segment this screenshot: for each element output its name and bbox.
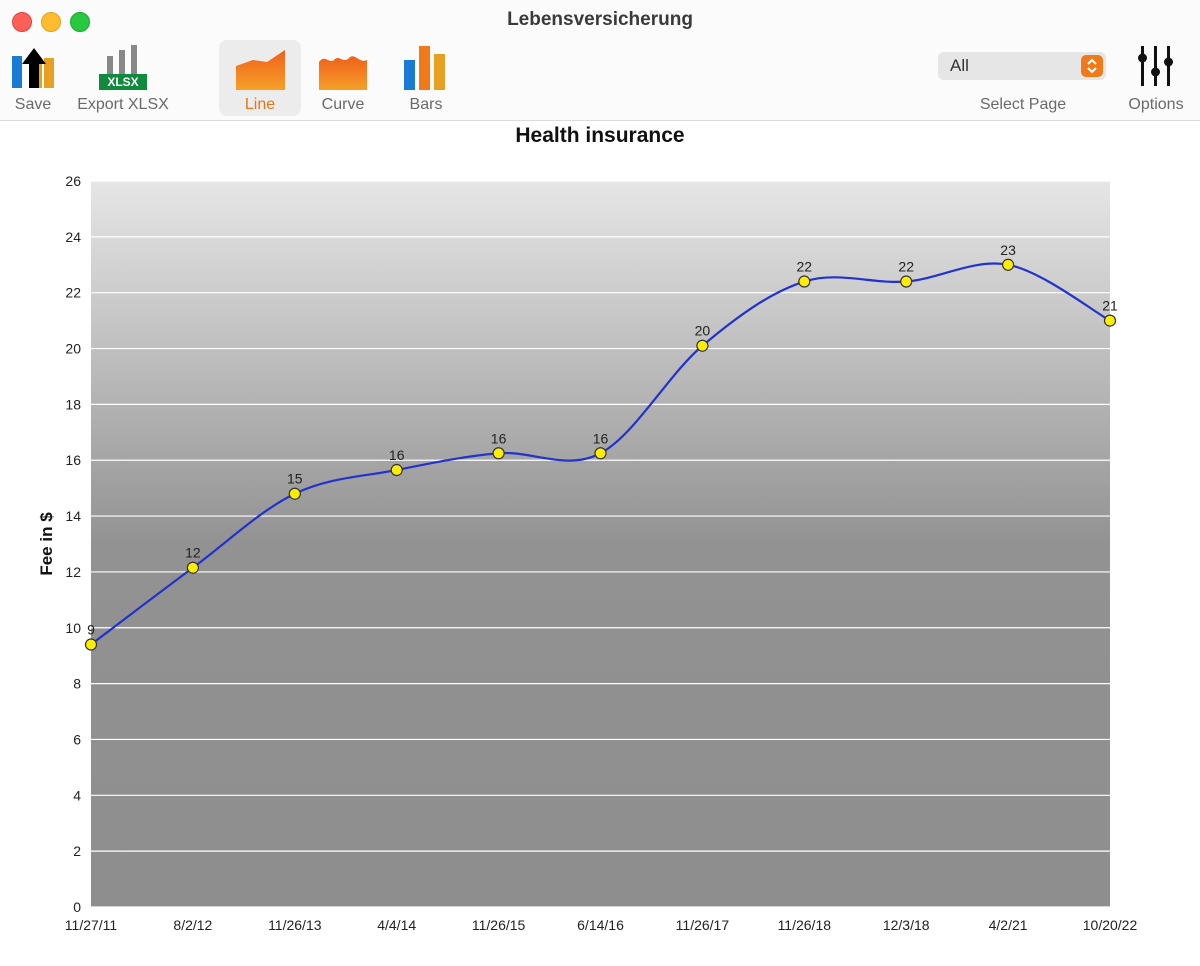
data-label: 16 bbox=[593, 430, 609, 446]
y-tick-label: 0 bbox=[73, 899, 81, 915]
minimize-window-button[interactable] bbox=[41, 12, 61, 32]
y-tick-label: 18 bbox=[65, 396, 81, 412]
x-tick-label: 11/26/15 bbox=[472, 917, 526, 933]
data-point[interactable] bbox=[798, 275, 811, 288]
data-label: 16 bbox=[491, 430, 507, 446]
xlsx-icon: XLSX bbox=[70, 42, 176, 92]
maximize-window-button[interactable] bbox=[70, 12, 90, 32]
x-tick-label: 10/20/22 bbox=[1083, 917, 1138, 933]
options-label: Options bbox=[1128, 96, 1184, 113]
y-tick-label: 24 bbox=[65, 229, 81, 245]
y-tick-label: 4 bbox=[73, 787, 81, 803]
save-button[interactable]: Save bbox=[6, 40, 60, 116]
curve-chart-icon bbox=[303, 42, 383, 92]
data-point[interactable] bbox=[594, 447, 607, 460]
curve-chart-button[interactable]: Curve bbox=[303, 40, 383, 116]
chevron-updown-icon bbox=[1081, 55, 1103, 77]
x-tick-label: 11/26/17 bbox=[676, 917, 730, 933]
y-tick-label: 16 bbox=[65, 452, 81, 468]
sliders-icon bbox=[1120, 42, 1192, 92]
data-label: 21 bbox=[1102, 298, 1118, 314]
data-label: 22 bbox=[898, 259, 914, 275]
data-point[interactable] bbox=[390, 463, 403, 477]
curve-chart-label: Curve bbox=[321, 96, 365, 113]
chart-title: Health insurance bbox=[515, 124, 685, 147]
data-label: 12 bbox=[185, 545, 201, 561]
xlsx-badge-text: XLSX bbox=[107, 75, 138, 89]
y-axis-label: Fee in $ bbox=[37, 512, 56, 576]
y-tick-label: 10 bbox=[65, 620, 81, 636]
x-tick-label: 11/26/13 bbox=[268, 917, 322, 933]
x-tick-label: 11/26/18 bbox=[778, 917, 832, 933]
data-point[interactable] bbox=[1001, 258, 1015, 271]
export-xlsx-label: Export XLSX bbox=[77, 96, 169, 113]
x-tick-label: 4/4/14 bbox=[377, 917, 416, 933]
bars-chart-button[interactable]: Bars bbox=[386, 40, 466, 116]
select-page-value: All bbox=[950, 56, 969, 75]
y-tick-label: 8 bbox=[73, 676, 81, 692]
data-point[interactable] bbox=[492, 447, 505, 460]
close-window-button[interactable] bbox=[12, 12, 32, 32]
export-xlsx-button[interactable]: XLSX Export XLSX bbox=[70, 40, 176, 116]
plot-area bbox=[91, 181, 1110, 907]
toolbar: Lebensversicherung Save bbox=[0, 0, 1200, 121]
options-button[interactable]: Options bbox=[1120, 40, 1192, 116]
data-label: 23 bbox=[1000, 242, 1016, 258]
line-chart-button[interactable]: Line bbox=[219, 40, 301, 116]
data-point[interactable] bbox=[900, 275, 913, 288]
save-icon bbox=[6, 42, 60, 92]
data-label: 20 bbox=[695, 323, 711, 339]
x-tick-label: 4/2/21 bbox=[989, 917, 1028, 933]
data-label: 9 bbox=[87, 622, 95, 638]
bars-chart-label: Bars bbox=[409, 96, 443, 113]
data-label: 16 bbox=[389, 447, 405, 463]
x-tick-label: 6/14/16 bbox=[577, 917, 624, 933]
y-tick-label: 14 bbox=[65, 508, 81, 524]
x-tick-label: 8/2/12 bbox=[173, 917, 212, 933]
line-chart-icon bbox=[219, 42, 301, 92]
y-tick-label: 22 bbox=[65, 285, 81, 301]
select-page-label: Select Page bbox=[979, 96, 1067, 113]
data-point[interactable] bbox=[84, 638, 98, 651]
y-tick-label: 26 bbox=[65, 173, 81, 189]
bar-chart-icon bbox=[386, 42, 466, 92]
y-tick-label: 6 bbox=[73, 731, 81, 747]
data-label: 22 bbox=[797, 259, 813, 275]
line-chart-label: Line bbox=[244, 96, 276, 113]
y-tick-label: 12 bbox=[65, 564, 81, 580]
data-point[interactable] bbox=[186, 561, 199, 574]
y-tick-label: 20 bbox=[65, 341, 81, 357]
x-tick-label: 12/3/18 bbox=[883, 917, 930, 933]
data-point[interactable] bbox=[696, 339, 709, 352]
data-point[interactable] bbox=[1103, 314, 1117, 327]
x-tick-label: 11/27/11 bbox=[65, 917, 118, 933]
save-label: Save bbox=[14, 96, 52, 113]
data-point[interactable] bbox=[288, 487, 301, 500]
window-title: Lebensversicherung bbox=[507, 9, 693, 30]
select-page-dropdown[interactable]: All bbox=[938, 52, 1106, 80]
y-tick-label: 2 bbox=[73, 843, 81, 859]
data-label: 15 bbox=[287, 471, 303, 487]
